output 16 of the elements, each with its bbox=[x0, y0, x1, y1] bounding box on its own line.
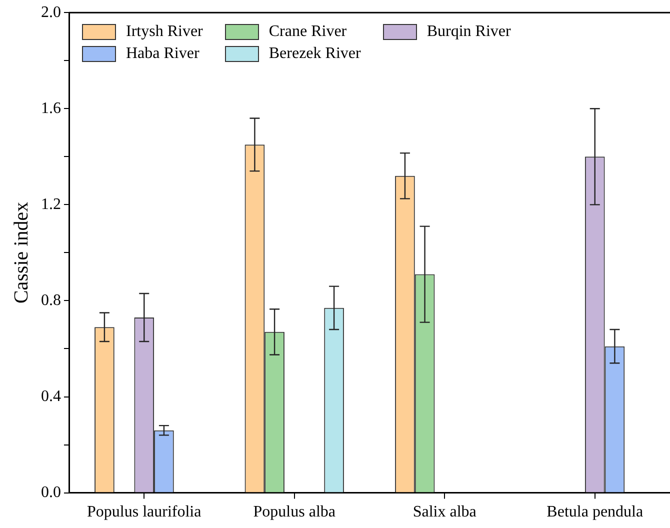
legend-label: Crane River bbox=[268, 22, 347, 41]
legend-label: Irtysh River bbox=[126, 22, 203, 41]
legend-label: Haba River bbox=[126, 44, 200, 63]
y-tick-label: 0.4 bbox=[41, 388, 61, 405]
x-tick-label: Salix alba bbox=[412, 504, 476, 521]
legend-label: Berezek River bbox=[268, 44, 361, 63]
x-tick-label: Betula pendula bbox=[546, 504, 644, 521]
x-tick-label: Populus laurifolia bbox=[87, 504, 202, 521]
legend-label: Burqin River bbox=[426, 22, 511, 41]
y-axis-title: Cassie index bbox=[10, 202, 32, 304]
x-tick-label: Populus alba bbox=[253, 504, 336, 521]
y-tick-label: 0.8 bbox=[41, 292, 61, 309]
y-tick-label: 2.0 bbox=[41, 4, 61, 21]
y-tick-label: 1.2 bbox=[41, 196, 61, 213]
y-tick-label: 1.6 bbox=[41, 100, 61, 117]
y-tick-label: 0.0 bbox=[41, 484, 61, 502]
